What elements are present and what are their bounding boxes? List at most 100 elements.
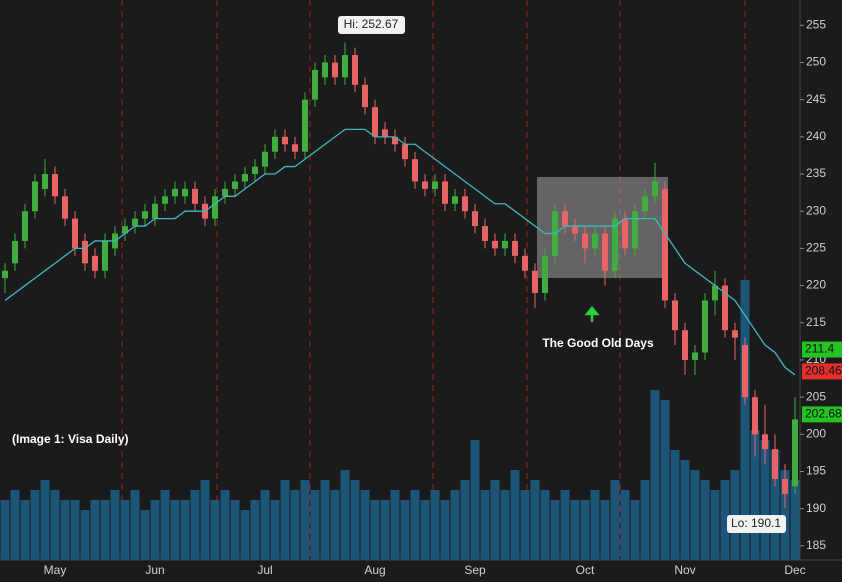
- volume-bar: [410, 490, 420, 560]
- x-tick-label: Aug: [364, 563, 385, 577]
- volume-bar: [770, 450, 780, 560]
- candle-body: [42, 174, 48, 189]
- volume-bar: [270, 500, 280, 560]
- volume-bar: [120, 500, 130, 560]
- volume-bar: [690, 470, 700, 560]
- volume-bar: [330, 490, 340, 560]
- moving-average: [4, 128, 796, 376]
- candle-body: [302, 99, 308, 152]
- candle-body: [622, 218, 628, 249]
- candle-body: [382, 129, 388, 137]
- y-tick-label: 200: [806, 426, 826, 440]
- x-tick-label: Jul: [257, 563, 272, 577]
- volume-bar: [360, 490, 370, 560]
- volume-bar: [210, 500, 220, 560]
- volume-bar: [760, 440, 770, 560]
- candle-body: [642, 196, 648, 212]
- candle-body: [402, 144, 408, 160]
- volume-bar: [750, 430, 760, 560]
- volume-bar: [390, 490, 400, 560]
- candle-body: [342, 55, 348, 78]
- price-tag: [802, 363, 842, 380]
- volume-bar: [790, 480, 800, 560]
- candle-body: [162, 196, 168, 204]
- x-tick-label: Sep: [464, 563, 486, 577]
- candle-body: [32, 181, 38, 212]
- candle-body: [702, 300, 708, 353]
- candle-body: [412, 159, 418, 182]
- y-tick-label: 250: [806, 55, 826, 69]
- candle-body: [352, 55, 358, 85]
- candle-body: [422, 181, 428, 189]
- candle-body: [772, 449, 778, 479]
- lo-label: Lo: 190.1: [731, 516, 781, 530]
- annotation: The Good Old Days: [542, 336, 654, 350]
- candle-body: [132, 218, 138, 227]
- volume-bar: [230, 500, 240, 560]
- candle-body: [322, 62, 328, 78]
- x-tick-label: May: [44, 563, 67, 577]
- volume-bar: [340, 470, 350, 560]
- candle-body: [312, 69, 318, 100]
- candle-body: [272, 136, 278, 152]
- volume-bar: [520, 490, 530, 560]
- volume-bar: [680, 460, 690, 560]
- volume-bar: [60, 500, 70, 560]
- volume-bar: [710, 490, 720, 560]
- candle-body: [82, 240, 88, 264]
- candle-body: [572, 226, 578, 234]
- caption: (Image 1: Visa Daily): [12, 432, 129, 446]
- candle-body: [442, 181, 448, 204]
- candle-body: [492, 240, 498, 249]
- price-tag-label: 208.46: [805, 364, 842, 378]
- candle-body: [532, 270, 538, 294]
- candle-body: [612, 218, 618, 271]
- y-tick-label: 220: [806, 278, 826, 292]
- volume-bar: [550, 500, 560, 560]
- volume-bar: [400, 500, 410, 560]
- volume-bar: [10, 490, 20, 560]
- volume-bar: [590, 490, 600, 560]
- candle-body: [232, 181, 238, 189]
- volume-bar: [660, 400, 670, 560]
- candle-body: [92, 255, 98, 271]
- candle-body: [22, 211, 28, 241]
- candle-body: [172, 188, 178, 197]
- volume-layer: [0, 280, 800, 560]
- x-tick-label: Dec: [784, 563, 805, 577]
- candle-body: [592, 233, 598, 249]
- volume-bar: [180, 500, 190, 560]
- volume-bar: [130, 490, 140, 560]
- volume-bar: [150, 500, 160, 560]
- volume-bar: [240, 510, 250, 560]
- volume-bar: [620, 490, 630, 560]
- candle-body: [462, 196, 468, 212]
- volume-bar: [70, 500, 80, 560]
- candle-body: [242, 174, 248, 182]
- candle-body: [662, 188, 668, 301]
- candle-body: [472, 211, 478, 227]
- candle-body: [682, 330, 688, 360]
- volume-bar: [490, 480, 500, 560]
- volume-bar: [310, 490, 320, 560]
- candle-body: [522, 255, 528, 271]
- volume-bar: [430, 490, 440, 560]
- volume-bar: [200, 480, 210, 560]
- candle-body: [562, 211, 568, 227]
- volume-bar: [290, 490, 300, 560]
- candle-body: [182, 188, 188, 197]
- volume-bar: [350, 480, 360, 560]
- volume-bar: [20, 500, 30, 560]
- y-tick-label: 185: [806, 538, 826, 552]
- candle-body: [252, 166, 258, 175]
- candle-body: [512, 240, 518, 256]
- volume-bar: [420, 500, 430, 560]
- candle-body: [692, 352, 698, 360]
- y-tick-label: 240: [806, 129, 826, 143]
- volume-bar: [30, 490, 40, 560]
- volume-bar: [140, 510, 150, 560]
- candle-body: [392, 136, 398, 145]
- y-tick-label: 230: [806, 203, 826, 217]
- volume-bar: [560, 490, 570, 560]
